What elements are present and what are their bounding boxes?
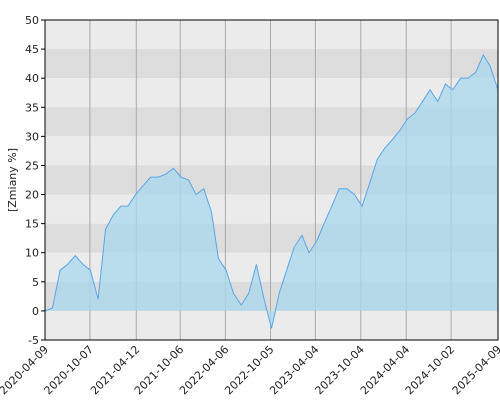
grid-band <box>45 20 498 50</box>
y-tick-label: -5 <box>28 334 39 347</box>
y-tick-label: 30 <box>25 130 39 143</box>
plot-frame <box>44 19 499 341</box>
y-tick-label: 5 <box>32 276 39 289</box>
x-tick-label: 2025-04-09 <box>450 343 500 397</box>
y-tick-label: 40 <box>25 72 39 85</box>
y-axis-label: [Zmiany %] <box>6 148 19 212</box>
y-tick-label: 35 <box>25 101 39 114</box>
marks <box>44 53 499 329</box>
y-tick-label: 20 <box>25 189 39 202</box>
y-tick-label: 0 <box>32 305 39 318</box>
y-tick-label: 10 <box>25 247 39 260</box>
grid-band <box>45 49 498 79</box>
y-tick-label: 25 <box>25 159 39 172</box>
line <box>44 53 499 329</box>
area <box>45 54 498 329</box>
y-tick-label: 15 <box>25 218 39 231</box>
y-tick-label: 50 <box>25 14 39 27</box>
y-tick-label: 45 <box>25 43 39 56</box>
